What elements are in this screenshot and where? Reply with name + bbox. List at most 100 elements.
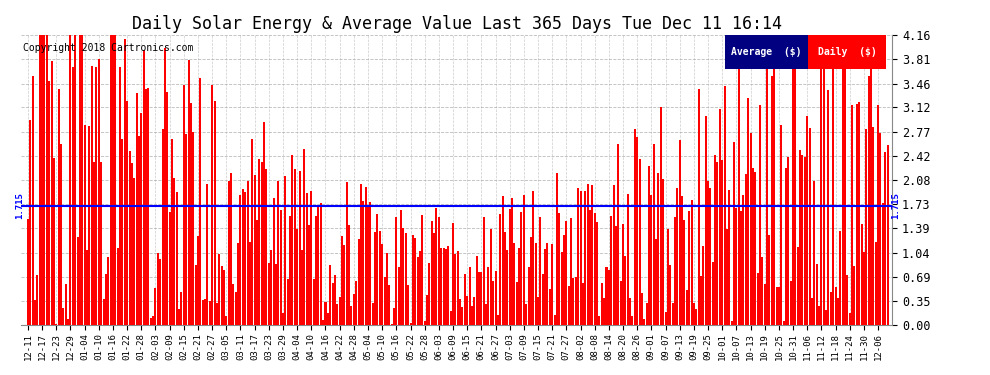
Bar [879, 133, 881, 326]
Bar [483, 217, 485, 326]
Bar [152, 316, 154, 326]
Bar [719, 108, 721, 325]
Bar [563, 235, 565, 326]
Bar [818, 306, 820, 326]
Bar [88, 126, 90, 326]
Bar [872, 127, 874, 326]
Bar [199, 78, 201, 326]
Bar [407, 285, 409, 326]
Bar [192, 132, 194, 326]
Bar [695, 309, 697, 326]
Bar [870, 34, 872, 326]
Text: 1.715: 1.715 [16, 192, 25, 219]
Bar [886, 145, 888, 326]
Bar [282, 313, 284, 326]
Bar [860, 224, 862, 326]
Bar [386, 253, 388, 326]
Bar [374, 231, 376, 326]
Bar [840, 231, 842, 326]
Bar [258, 159, 260, 326]
Bar [700, 276, 702, 326]
Bar [480, 273, 482, 326]
Bar [645, 303, 647, 326]
Bar [398, 267, 400, 326]
Bar [667, 229, 669, 326]
Bar [848, 314, 850, 326]
Bar [228, 181, 230, 326]
Bar [156, 253, 158, 326]
Bar [591, 186, 593, 326]
Bar [50, 61, 52, 326]
Bar [662, 180, 664, 326]
Bar [825, 310, 827, 326]
Bar [690, 200, 693, 326]
Bar [279, 210, 281, 326]
Bar [565, 221, 567, 326]
Bar [837, 298, 839, 326]
Bar [610, 216, 612, 326]
Bar [683, 219, 685, 326]
Bar [570, 219, 572, 326]
Bar [447, 246, 449, 326]
Bar [391, 324, 393, 326]
Bar [449, 310, 451, 326]
Bar [485, 304, 487, 326]
Bar [790, 280, 792, 326]
Bar [589, 210, 591, 326]
Bar [173, 178, 175, 326]
Bar [371, 303, 374, 326]
Bar [598, 316, 600, 326]
Bar [679, 140, 681, 326]
Bar [185, 134, 187, 326]
Bar [771, 76, 773, 326]
Bar [27, 219, 29, 326]
Bar [644, 319, 645, 326]
Bar [79, 34, 81, 326]
Bar [248, 242, 250, 326]
Bar [846, 275, 848, 326]
Bar [833, 68, 835, 326]
Bar [855, 104, 857, 326]
Bar [277, 181, 279, 326]
Bar [443, 248, 445, 326]
Bar [39, 34, 41, 326]
Bar [742, 195, 744, 326]
Bar [511, 198, 513, 326]
Bar [811, 298, 813, 326]
Bar [204, 299, 206, 326]
Bar [296, 229, 298, 326]
Bar [223, 270, 225, 326]
Bar [526, 304, 528, 326]
Bar [835, 286, 837, 326]
Bar [60, 144, 62, 326]
Bar [738, 44, 740, 326]
Bar [62, 308, 64, 326]
Bar [426, 295, 428, 326]
Bar [265, 169, 267, 326]
Bar [705, 116, 707, 326]
Bar [780, 125, 782, 326]
Bar [441, 248, 443, 326]
Bar [327, 313, 329, 326]
Bar [809, 128, 811, 326]
Bar [320, 203, 322, 326]
Bar [313, 279, 315, 326]
Bar [44, 34, 46, 326]
Bar [546, 243, 548, 326]
Bar [49, 81, 50, 326]
Bar [502, 196, 504, 326]
Text: Daily  ($): Daily ($) [818, 47, 876, 57]
Bar [72, 68, 74, 326]
Bar [787, 157, 789, 326]
Bar [558, 213, 560, 326]
Bar [799, 150, 801, 326]
Bar [270, 250, 272, 326]
Bar [634, 129, 636, 326]
Bar [751, 168, 754, 326]
Bar [268, 262, 270, 326]
Bar [641, 292, 643, 326]
Bar [802, 155, 804, 326]
Bar [471, 306, 473, 326]
Bar [187, 60, 189, 326]
Bar [438, 217, 440, 326]
